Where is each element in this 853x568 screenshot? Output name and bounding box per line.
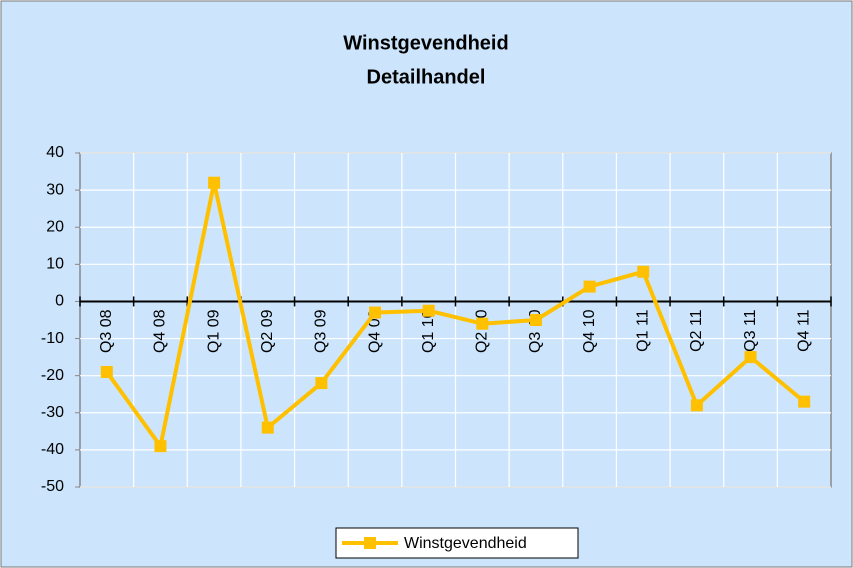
- x-tick-label: Q3 08: [98, 309, 115, 353]
- point-marker: [315, 377, 328, 390]
- x-tick-label: Q3 09: [313, 309, 330, 353]
- x-tick-label: Q1 11: [634, 309, 651, 352]
- legend-label: Winstgevendheid: [404, 535, 527, 552]
- y-tick-label: 0: [55, 293, 64, 310]
- point-marker: [208, 176, 221, 189]
- point-marker: [369, 306, 382, 319]
- point-marker: [100, 365, 113, 378]
- x-tick-label: Q4 11: [795, 309, 812, 352]
- x-tick-label: Q1 09: [205, 309, 222, 353]
- point-marker: [744, 351, 757, 364]
- y-tick-label: 20: [46, 218, 64, 235]
- series-line: [105, 180, 806, 449]
- x-tick-label: Q1 10: [420, 309, 437, 353]
- chart-subtitle: Detailhandel: [367, 66, 486, 88]
- y-tick-label: -30: [41, 404, 64, 421]
- x-tick-label: Q4 10: [581, 309, 598, 353]
- point-marker: [261, 421, 274, 434]
- point-marker: [637, 265, 650, 278]
- point-marker: [422, 304, 435, 317]
- point-marker: [690, 399, 703, 412]
- point-marker: [798, 395, 811, 408]
- y-tick-label: -10: [41, 330, 64, 347]
- x-tick-label: Q2 10: [474, 309, 491, 353]
- y-tick-label: -20: [41, 367, 64, 384]
- x-tick-label: Q4 08: [152, 309, 169, 353]
- x-tick-label: Q2 09: [259, 309, 276, 353]
- y-tick-label: -40: [41, 441, 64, 458]
- x-tick-label: Q3 11: [742, 309, 759, 352]
- point-marker: [529, 314, 542, 326]
- point-marker: [583, 280, 596, 293]
- x-tick-label: Q2 11: [688, 309, 705, 352]
- y-tick-label: 10: [46, 256, 64, 273]
- chart-title: Winstgevendheid: [343, 32, 508, 54]
- y-tick-label: 40: [46, 144, 64, 161]
- y-tick-label: -50: [41, 478, 64, 495]
- y-tick-label: 30: [46, 181, 64, 198]
- legend-marker: [364, 537, 376, 549]
- point-marker: [476, 317, 489, 330]
- point-marker: [154, 440, 167, 453]
